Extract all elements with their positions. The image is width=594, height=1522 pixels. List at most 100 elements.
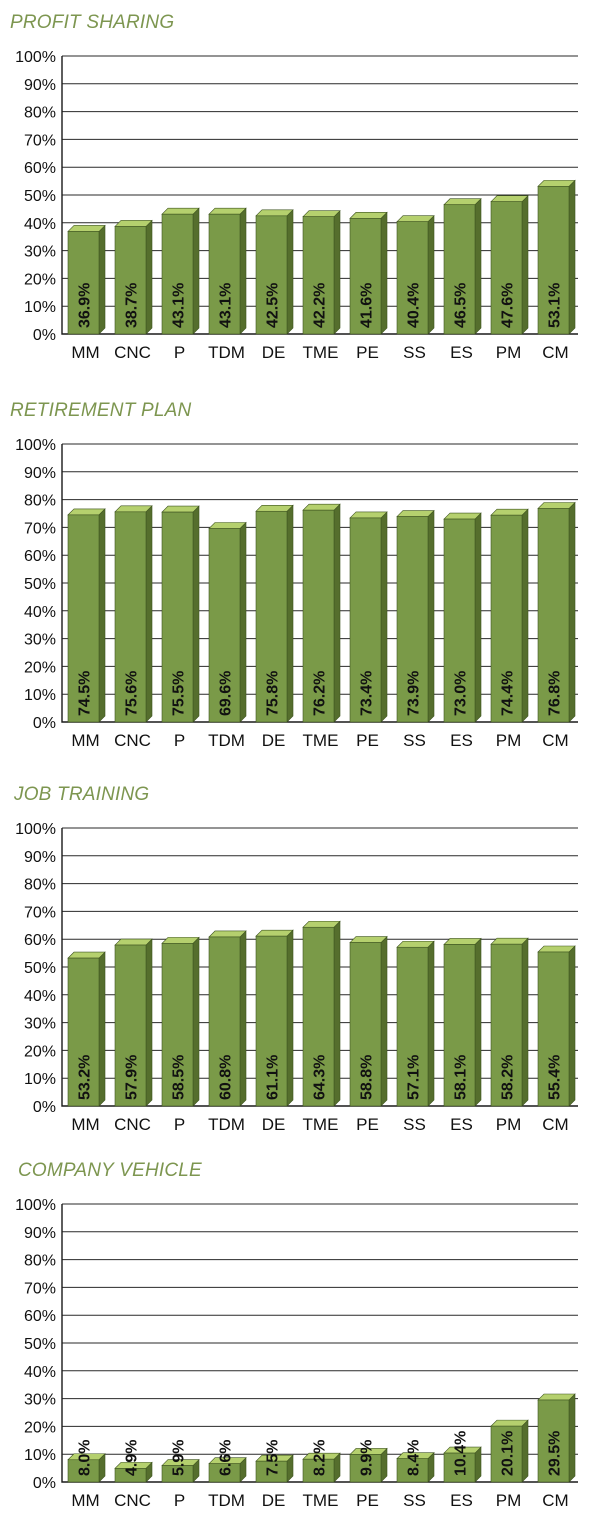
category-label: TDM — [208, 1491, 245, 1510]
bar-top — [255, 209, 294, 217]
bar-side — [568, 179, 576, 335]
data-label: 60.8% — [218, 1055, 235, 1100]
bar — [302, 920, 341, 1107]
category-label: TME — [303, 343, 339, 362]
y-tick-label: 10% — [24, 1447, 56, 1464]
y-tick-label: 0% — [33, 1099, 56, 1116]
category-label: CM — [542, 1491, 568, 1510]
y-tick-label: 90% — [24, 1225, 56, 1242]
data-label: 58.5% — [171, 1055, 188, 1100]
bar-top — [161, 207, 200, 215]
bar-side — [145, 938, 153, 1107]
y-tick-label: 40% — [24, 216, 56, 233]
data-label: 8.4% — [406, 1440, 423, 1476]
data-label: 69.6% — [218, 671, 235, 716]
y-tick-label: 30% — [24, 632, 56, 649]
category-label: MM — [71, 731, 99, 750]
data-label: 74.4% — [500, 671, 517, 716]
y-tick-label: 80% — [24, 105, 56, 122]
category-label: PE — [356, 343, 379, 362]
y-tick-label: 70% — [24, 904, 56, 921]
bar-top — [349, 511, 388, 519]
bar — [161, 505, 200, 723]
bar-side — [521, 1419, 529, 1483]
bar-top — [114, 938, 153, 946]
bar-side — [380, 935, 388, 1107]
category-label: TDM — [208, 343, 245, 362]
bar-side — [521, 508, 529, 723]
bar — [349, 935, 388, 1107]
bar — [161, 936, 200, 1107]
bar-side — [568, 945, 576, 1107]
category-label: ES — [450, 1491, 473, 1510]
category-label: P — [174, 343, 185, 362]
bar-plot: 0% 10% 20% 30% 40% 50% 60% 70% 80% 90% 100% 36.9% MM… — [15, 49, 578, 362]
bar — [114, 1461, 153, 1483]
bar — [302, 503, 341, 723]
bar — [255, 209, 294, 335]
data-label: 58.2% — [500, 1055, 517, 1100]
category-label: PM — [496, 731, 522, 750]
bar — [114, 505, 153, 723]
y-tick-label: 20% — [24, 271, 56, 288]
bar-front — [208, 528, 241, 723]
bar — [443, 512, 482, 723]
bar-top — [67, 225, 106, 232]
bar-plot: 0% 10% 20% 30% 40% 50% 60% 70% 80% 90% 100% 74.5% MM… — [15, 437, 578, 750]
bar-top — [302, 503, 341, 511]
data-label: 29.5% — [547, 1431, 564, 1476]
data-label: 73.0% — [453, 671, 470, 716]
bar — [490, 1419, 529, 1483]
bar — [161, 207, 200, 335]
bar-top — [67, 951, 106, 959]
bar — [67, 508, 106, 723]
y-tick-label: 30% — [24, 1016, 56, 1033]
bar-front — [537, 508, 570, 723]
bar-front — [67, 1459, 100, 1483]
bar-front — [490, 943, 523, 1107]
bar-top — [349, 936, 388, 943]
category-label: CNC — [114, 1115, 151, 1134]
data-label: 75.6% — [124, 671, 141, 716]
bar — [302, 1452, 341, 1483]
y-tick-label: 60% — [24, 1308, 56, 1325]
category-label: CNC — [114, 343, 151, 362]
y-tick-label: 40% — [24, 988, 56, 1005]
category-label: MM — [71, 1115, 99, 1134]
category-label: MM — [71, 343, 99, 362]
bar-front — [349, 517, 382, 723]
category-label: DE — [262, 1115, 286, 1134]
bar-side — [192, 207, 200, 335]
category-label: CM — [542, 731, 568, 750]
bar — [67, 1453, 106, 1483]
data-label: 4.9% — [124, 1440, 141, 1476]
bar-front — [302, 216, 335, 335]
category-label: TME — [303, 1115, 339, 1134]
category-label: ES — [450, 1115, 473, 1134]
bar — [349, 511, 388, 723]
bar — [208, 930, 247, 1107]
bar-top — [396, 215, 435, 222]
bar — [67, 224, 106, 335]
bar-front — [161, 511, 194, 723]
bar — [114, 219, 153, 335]
bar-top — [490, 1419, 529, 1427]
bar — [396, 1451, 435, 1483]
y-tick-label: 0% — [33, 1475, 56, 1492]
bar-front — [349, 1454, 382, 1483]
bar — [208, 207, 247, 335]
bar-top — [208, 207, 247, 215]
bar-side — [474, 512, 482, 723]
data-label: 43.1% — [218, 283, 235, 328]
bar-side — [474, 937, 482, 1107]
category-label: TME — [303, 1491, 339, 1510]
y-tick-label: 80% — [24, 1253, 56, 1270]
data-label: 46.5% — [453, 283, 470, 328]
bar-front — [302, 926, 335, 1107]
bar-top — [490, 195, 529, 202]
bar-side — [380, 211, 388, 335]
bar-side — [192, 505, 200, 723]
bar-side — [380, 511, 388, 723]
chart-title: PROFIT SHARING — [10, 12, 175, 33]
y-tick-label: 0% — [33, 715, 56, 732]
